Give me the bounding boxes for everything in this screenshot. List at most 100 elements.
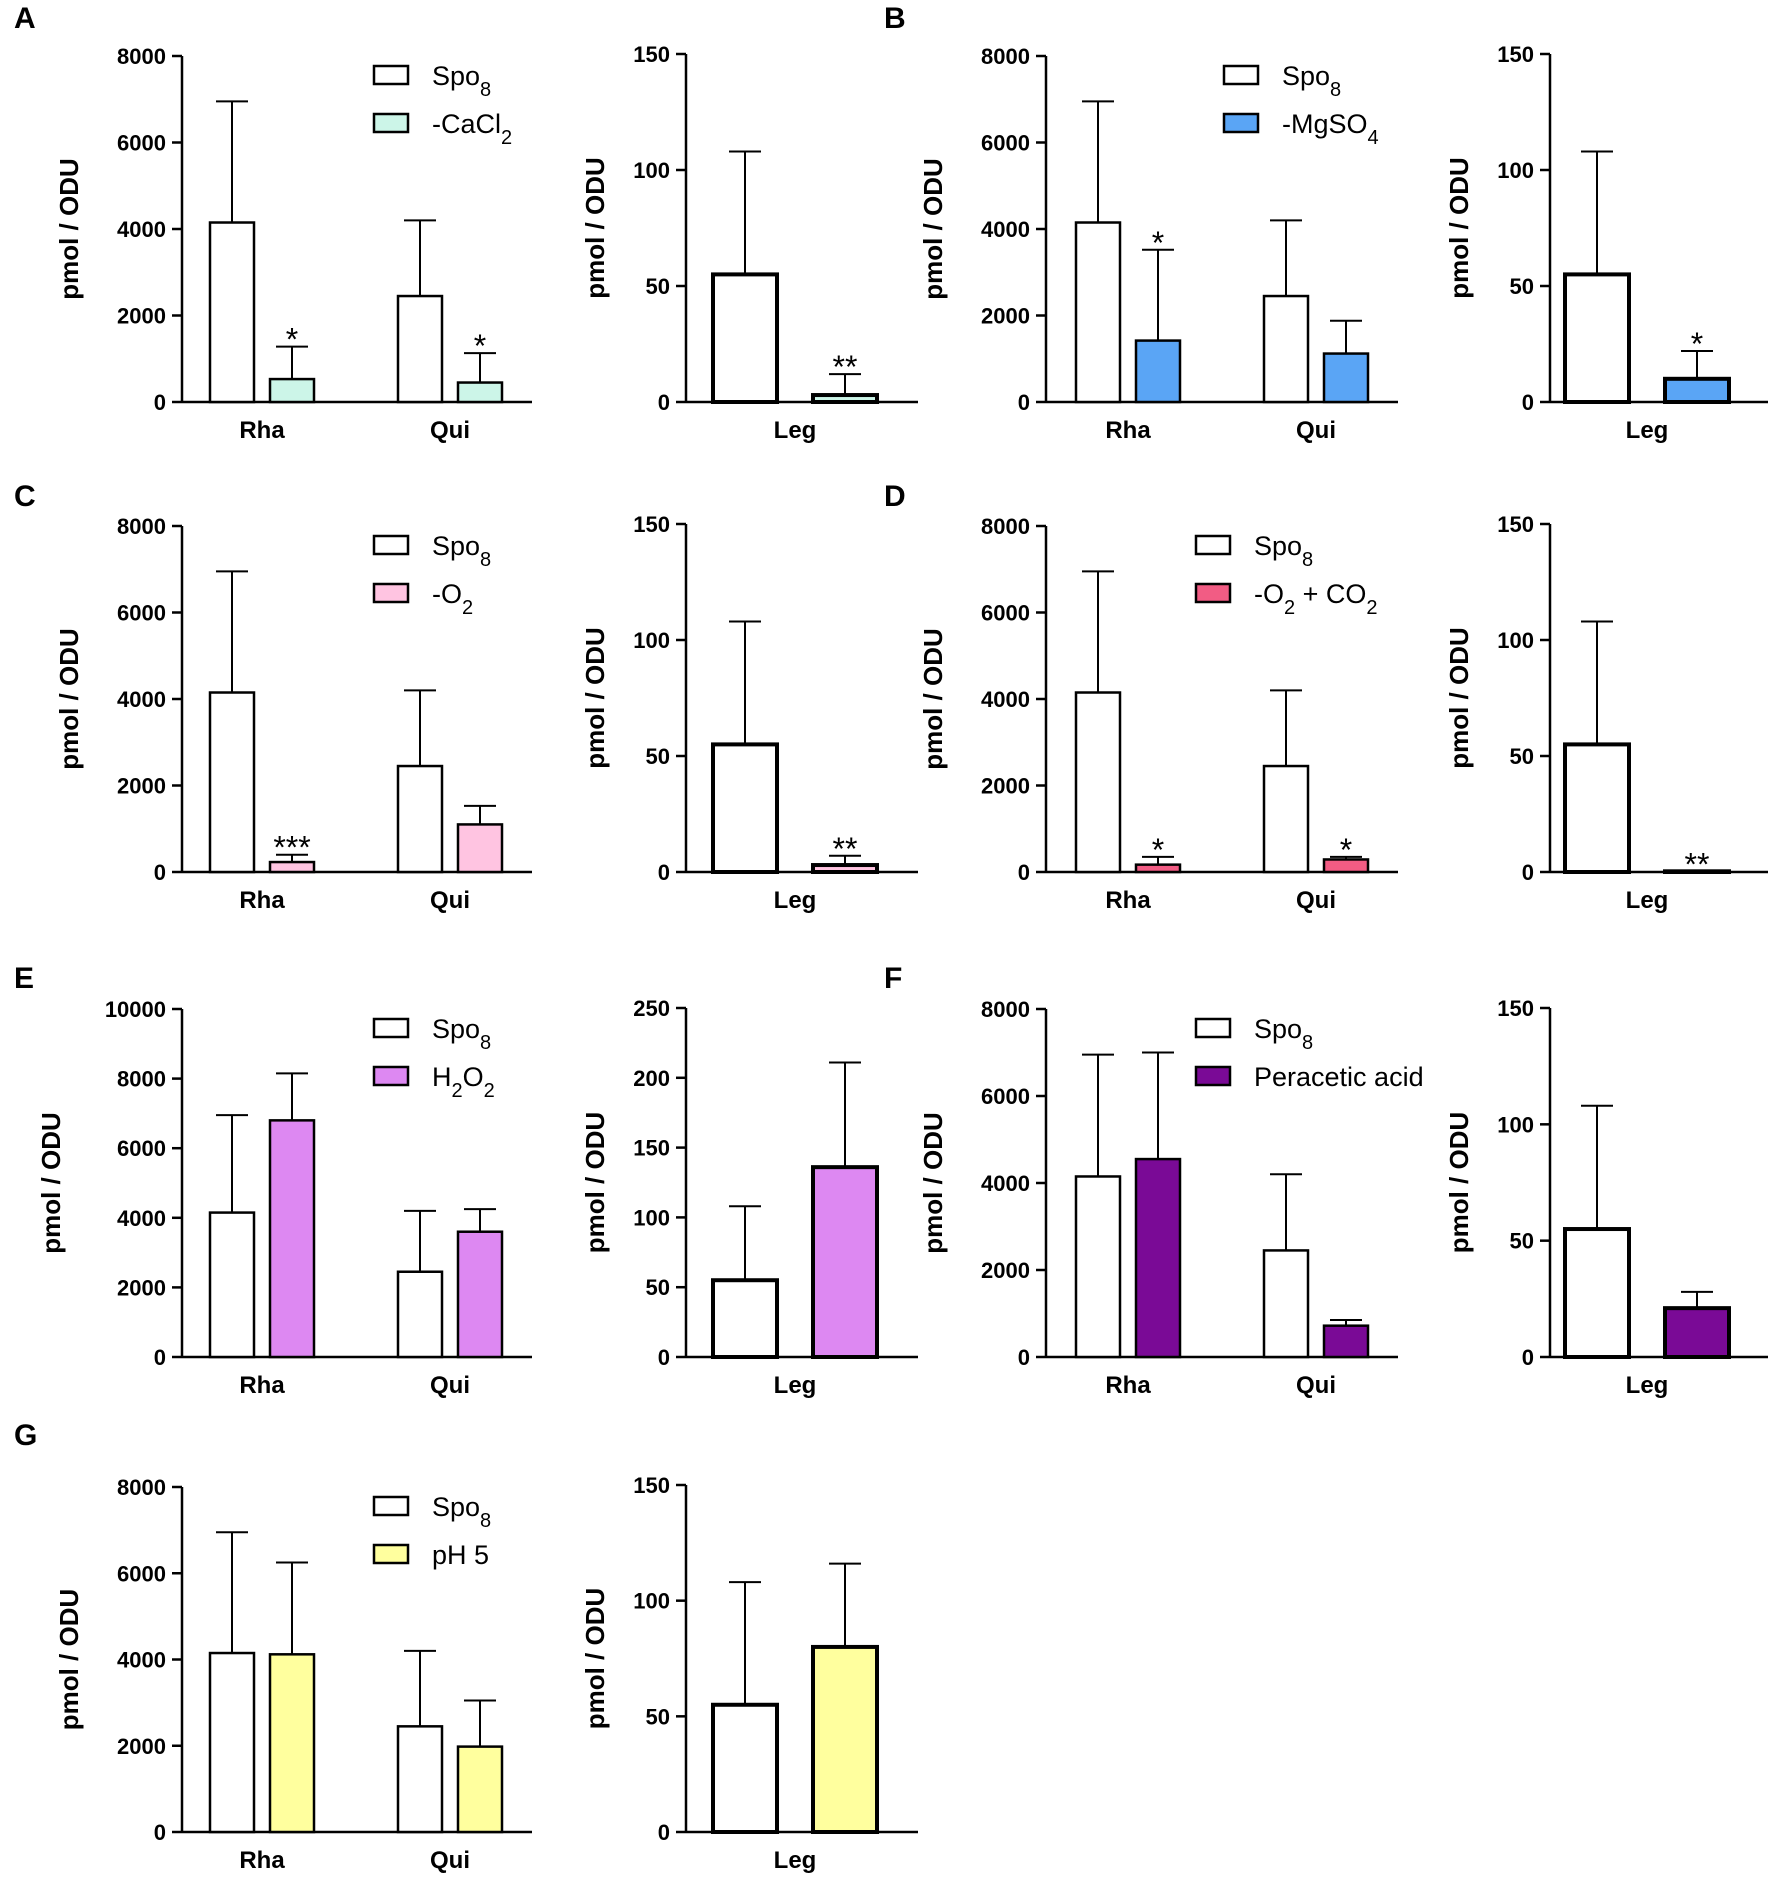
bar-spo8-rha	[1074, 221, 1122, 404]
y-tick-label: 0	[658, 390, 670, 415]
bar--mgso4-leg	[1663, 376, 1731, 404]
bar-h2o2-leg	[811, 1165, 879, 1360]
y-tick-label: 6000	[117, 1561, 166, 1586]
y-tick-label: 8000	[117, 1067, 166, 1092]
bar-spo8-leg	[711, 1278, 779, 1359]
bar-peracetic-acid-leg	[1663, 1306, 1731, 1360]
y-tick-label: 50	[646, 1275, 670, 1300]
x-category-label: Leg	[774, 1372, 817, 1399]
legend-swatch	[372, 112, 410, 134]
y-axis-label: pmol / ODU	[1444, 627, 1474, 769]
panel-e-left-chart: E 0 2000 4000 6000 8000 10000 pmol / ODU Rha Qui S…	[14, 962, 532, 1399]
y-tick-label: 2000	[117, 774, 166, 799]
y-axis-label: pmol / ODU	[918, 628, 948, 770]
significance-marker: *	[1152, 832, 1164, 868]
x-category-label: Rha	[239, 887, 285, 914]
bar-spo8-leg	[1563, 742, 1631, 875]
bar-spo8-leg	[1563, 1227, 1631, 1359]
panel-letter-d: D	[884, 480, 906, 513]
y-tick-label: 0	[1522, 1345, 1534, 1370]
x-category-label: Rha	[1105, 887, 1151, 914]
y-tick-label: 4000	[981, 687, 1030, 712]
y-tick-label: 0	[1018, 390, 1030, 415]
y-tick-label: 2000	[117, 1275, 166, 1300]
y-axis-label: pmol / ODU	[580, 627, 610, 769]
panel-letter-f: F	[884, 962, 902, 995]
y-tick-label: 150	[1497, 42, 1534, 67]
y-axis-label: pmol / ODU	[1444, 157, 1474, 299]
bar-spo8-leg	[711, 272, 779, 404]
y-tick-label: 2000	[117, 1734, 166, 1759]
legend-label: Spo8	[432, 1014, 491, 1054]
y-tick-label: 4000	[981, 1171, 1030, 1196]
legend-swatch	[372, 582, 410, 604]
y-tick-label: 4000	[981, 217, 1030, 242]
panel-a-left-chart: A 0 2000 4000 6000 8000 pmol / ODU Rha * Qui * Spo8…	[14, 2, 532, 444]
y-tick-label: 6000	[981, 1084, 1030, 1109]
x-category-label: Rha	[239, 1372, 285, 1399]
y-tick-label: 0	[1522, 390, 1534, 415]
x-category-label: Leg	[1626, 1372, 1669, 1399]
bar-spo8-rha	[208, 1651, 256, 1834]
y-tick-label: 8000	[117, 44, 166, 69]
y-axis-label: pmol / ODU	[54, 158, 84, 300]
y-tick-label: 2000	[981, 304, 1030, 329]
y-tick-label: 10000	[105, 997, 166, 1022]
y-tick-label: 0	[1522, 860, 1534, 885]
panel-f-right-chart: 0 50 100 150 pmol / ODU Leg	[1444, 996, 1768, 1399]
x-category-label: Rha	[239, 417, 285, 444]
bar-spo8-qui	[396, 1270, 444, 1359]
bar--o2-rha	[268, 860, 316, 874]
legend-swatch	[1222, 64, 1260, 86]
bar-peracetic-acid-rha	[1134, 1157, 1182, 1359]
y-axis-label: pmol / ODU	[54, 1589, 84, 1731]
significance-marker: **	[1685, 846, 1710, 882]
y-tick-label: 100	[633, 1589, 670, 1614]
y-axis-label: pmol / ODU	[918, 1112, 948, 1254]
panel-letter-g: G	[14, 1419, 37, 1452]
legend-swatch	[1222, 112, 1260, 134]
panel-e-right-chart: 0 50 100 150 200 250 pmol / ODU Leg	[580, 996, 918, 1399]
legend-swatch	[372, 1543, 410, 1565]
legend-swatch	[372, 64, 410, 86]
panel-letter-c: C	[14, 480, 36, 513]
x-category-label: Qui	[1296, 1372, 1336, 1399]
legend-label: -MgSO4	[1282, 109, 1379, 149]
x-category-label: Qui	[430, 417, 470, 444]
x-category-label: Qui	[1296, 417, 1336, 444]
significance-marker: **	[833, 349, 858, 385]
bar--cacl2-leg	[811, 393, 879, 405]
bar--o2-leg	[811, 863, 879, 874]
bar--cacl2-qui	[456, 381, 504, 404]
bar--cacl2-rha	[268, 377, 316, 404]
bar-h2o2-qui	[456, 1230, 504, 1359]
y-axis-label: pmol / ODU	[580, 1588, 610, 1730]
bar-spo8-qui	[396, 294, 444, 404]
y-tick-label: 0	[1018, 1345, 1030, 1370]
y-tick-label: 100	[1497, 1112, 1534, 1137]
x-category-label: Qui	[1296, 887, 1336, 914]
bar-spo8-qui	[1262, 764, 1310, 874]
y-tick-label: 50	[646, 274, 670, 299]
y-tick-label: 150	[633, 1136, 670, 1161]
panel-letter-e: E	[14, 962, 34, 995]
panel-c-left-chart: C 0 2000 4000 6000 8000 pmol / ODU Rha *** Qui Spo…	[14, 480, 532, 914]
significance-marker: *	[474, 328, 486, 364]
legend-label: Spo8	[432, 531, 491, 571]
bar-spo8-leg	[1563, 272, 1631, 404]
y-tick-label: 8000	[981, 514, 1030, 539]
y-tick-label: 4000	[117, 1648, 166, 1673]
y-tick-label: 4000	[117, 687, 166, 712]
panel-c-right-chart: 0 50 100 150 pmol / ODU Leg **	[580, 512, 918, 914]
bar-spo8-rha	[208, 221, 256, 404]
legend-label: Spo8	[1254, 531, 1313, 571]
bar-spo8-qui	[1262, 294, 1310, 404]
panel-letter-a: A	[14, 2, 36, 35]
y-tick-label: 6000	[981, 131, 1030, 156]
y-tick-label: 0	[658, 860, 670, 885]
y-tick-label: 0	[154, 1820, 166, 1845]
y-tick-label: 4000	[117, 217, 166, 242]
legend-swatch	[1194, 582, 1232, 604]
legend-label: Spo8	[1254, 1014, 1313, 1054]
